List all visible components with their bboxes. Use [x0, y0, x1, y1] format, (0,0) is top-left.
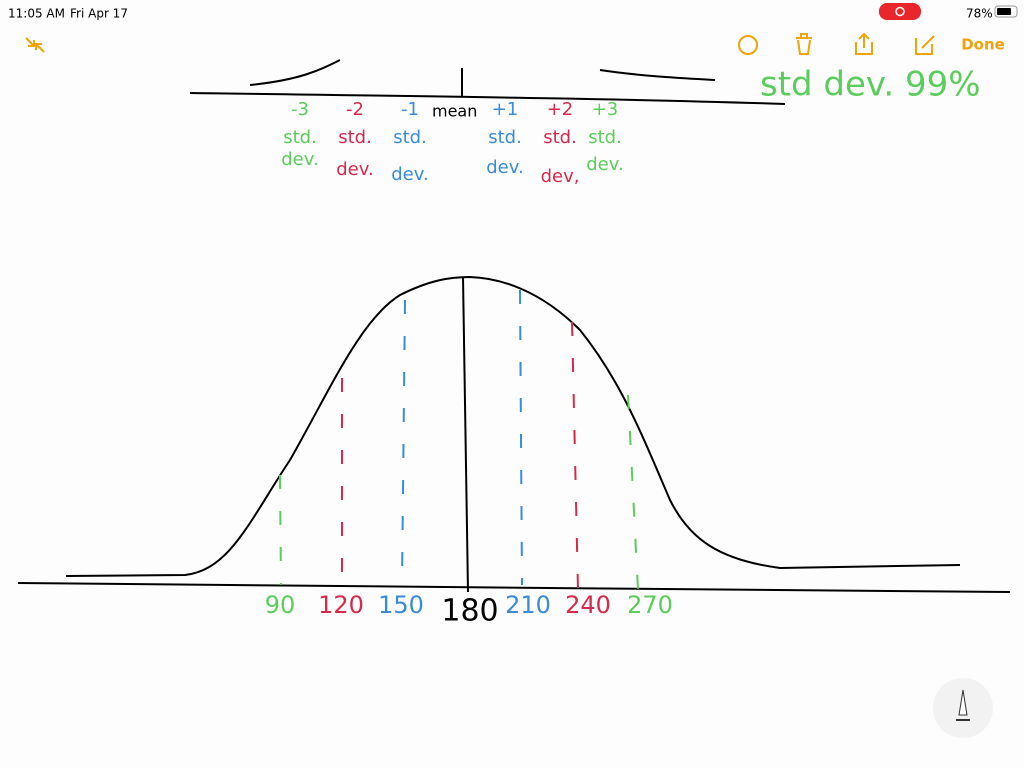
time: 11:05 AM: [8, 7, 65, 21]
done-button[interactable]: Done: [961, 36, 1005, 54]
axis-labels: 90 120 150 180 210 240 270: [265, 591, 673, 629]
top-labels: -3std.dev.-2std.dev.-1std.dev.+1std.dev.…: [281, 99, 623, 187]
std-word: std.: [488, 127, 522, 148]
battery-level: [997, 8, 1011, 15]
collaborate-button[interactable]: [738, 35, 758, 55]
share-button[interactable]: [855, 32, 873, 55]
bell-curve: [65, 275, 961, 577]
plus1-line: [519, 289, 523, 586]
collapse-button[interactable]: [25, 37, 45, 53]
std-word: std.: [338, 127, 372, 148]
std-lines: [279, 289, 639, 591]
battery-icon: [994, 5, 1018, 18]
std-sign: +2: [547, 99, 574, 120]
annotation: std dev. 99%: [760, 65, 981, 105]
dev-word: dev.: [586, 154, 623, 175]
dev-word: dev.: [391, 164, 428, 185]
std-word: std.: [543, 127, 577, 148]
std-sign: -3: [291, 99, 309, 120]
top-axis: [189, 92, 786, 105]
std-sign: -1: [401, 99, 419, 120]
std-word: std.: [588, 127, 622, 148]
pencil-icon: [958, 689, 968, 716]
markup-button[interactable]: [915, 35, 935, 55]
record-icon: [895, 6, 905, 17]
dev-word: dev.: [336, 159, 373, 180]
date: Fri Apr 17: [70, 7, 128, 21]
x-axis: [17, 582, 1011, 593]
mean-line: [462, 276, 469, 593]
dev-word: dev,: [541, 166, 580, 187]
mean-label: mean: [432, 102, 477, 121]
dev-word: dev.: [281, 149, 318, 170]
axis-label: 150: [378, 591, 424, 619]
axis-label: 210: [505, 591, 551, 619]
toolbar-icons: [25, 32, 935, 55]
axis-label: 120: [318, 591, 364, 619]
plus2-line: [571, 321, 579, 591]
recording-indicator: [879, 3, 921, 20]
std-sign: -2: [346, 99, 364, 120]
top-curve: [249, 59, 716, 86]
dev-word: dev.: [486, 157, 523, 178]
axis-label: 240: [565, 591, 611, 619]
std-word: std.: [393, 127, 427, 148]
std-sign: +3: [592, 99, 619, 120]
std-sign: +1: [492, 99, 519, 120]
minus1-line: [401, 299, 406, 586]
axis-label: 270: [627, 591, 673, 619]
delete-button[interactable]: [796, 33, 812, 55]
std-word: std.: [283, 127, 317, 148]
axis-label: 180: [441, 594, 498, 629]
axis-label: 90: [265, 591, 296, 619]
battery-percent: 78%: [966, 7, 993, 21]
